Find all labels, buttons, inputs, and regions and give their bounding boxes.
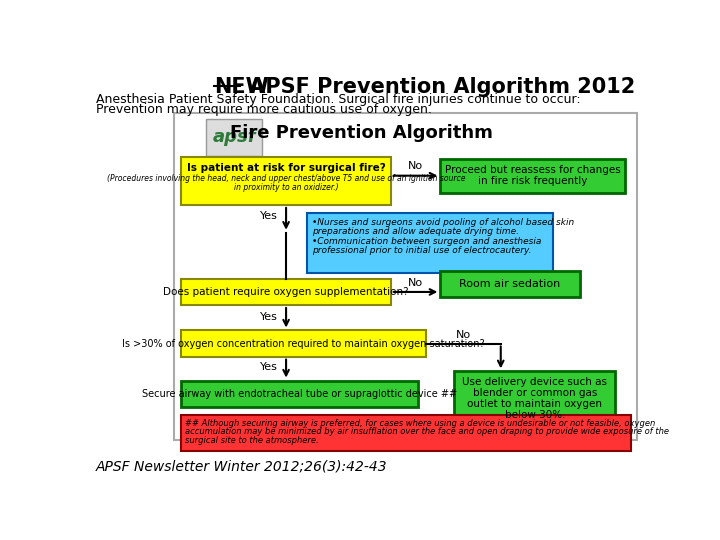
Text: apsf: apsf xyxy=(212,128,256,146)
Text: accumulation may be minimized by air insufflation over the face and open draping: accumulation may be minimized by air ins… xyxy=(185,428,670,436)
Text: Secure airway with endotracheal tube or supraglottic device ##: Secure airway with endotracheal tube or … xyxy=(142,389,457,399)
Text: No: No xyxy=(456,330,471,340)
FancyBboxPatch shape xyxy=(181,279,391,305)
Text: (Procedures involving the head, neck and upper chest/above T5 and use of an igni: (Procedures involving the head, neck and… xyxy=(107,174,465,183)
Text: APSF Newsletter Winter 2012;26(3):42-43: APSF Newsletter Winter 2012;26(3):42-43 xyxy=(96,460,388,474)
Text: blender or common gas: blender or common gas xyxy=(472,388,597,398)
Text: •Nurses and surgeons avoid pooling of alcohol based skin: •Nurses and surgeons avoid pooling of al… xyxy=(312,218,574,227)
FancyBboxPatch shape xyxy=(454,372,616,427)
Text: surgical site to the atmosphere.: surgical site to the atmosphere. xyxy=(185,436,319,445)
Text: NEW: NEW xyxy=(214,77,269,97)
Text: Is >30% of oxygen concentration required to maintain oxygen saturation?: Is >30% of oxygen concentration required… xyxy=(122,339,485,348)
Text: Yes: Yes xyxy=(260,211,278,221)
Text: Yes: Yes xyxy=(260,312,278,322)
FancyBboxPatch shape xyxy=(181,157,391,205)
FancyBboxPatch shape xyxy=(174,112,637,440)
Text: Room air sedation: Room air sedation xyxy=(459,279,561,289)
FancyBboxPatch shape xyxy=(181,381,418,407)
FancyBboxPatch shape xyxy=(181,330,426,356)
Text: in proximity to an oxidizer.): in proximity to an oxidizer.) xyxy=(234,183,338,192)
FancyBboxPatch shape xyxy=(206,119,262,156)
FancyBboxPatch shape xyxy=(441,271,580,298)
Text: Use delivery device such as: Use delivery device such as xyxy=(462,377,608,387)
Text: Proceed but reassess for changes
in fire risk frequently: Proceed but reassess for changes in fire… xyxy=(445,165,621,186)
Text: •Communication between surgeon and anesthesia: •Communication between surgeon and anest… xyxy=(312,237,541,246)
Text: professional prior to initial use of electrocautery.: professional prior to initial use of ele… xyxy=(312,246,531,255)
Text: Yes: Yes xyxy=(260,362,278,373)
Text: outlet to maintain oxygen: outlet to maintain oxygen xyxy=(467,399,603,409)
Text: No: No xyxy=(408,161,423,171)
Text: No: No xyxy=(408,278,423,288)
Text: ## Although securing airway is preferred, for cases where using a device is unde: ## Although securing airway is preferred… xyxy=(185,419,656,428)
Text: Is patient at risk for surgical fire?: Is patient at risk for surgical fire? xyxy=(186,164,385,173)
Text: preparations and allow adequate drying time.: preparations and allow adequate drying t… xyxy=(312,227,518,237)
FancyBboxPatch shape xyxy=(307,213,554,273)
Text: below 30%.: below 30%. xyxy=(505,410,565,420)
Text: Anesthesia Patient Safety Foundation. Surgical fire injuries continue to occur:: Anesthesia Patient Safety Foundation. Su… xyxy=(96,92,581,105)
FancyBboxPatch shape xyxy=(441,159,625,193)
FancyBboxPatch shape xyxy=(181,415,631,450)
Text: APSF Prevention Algorithm 2012: APSF Prevention Algorithm 2012 xyxy=(242,77,635,97)
Text: Does patient require oxygen supplementation?: Does patient require oxygen supplementat… xyxy=(163,287,409,297)
Text: Prevention may require more cautious use of oxygen.: Prevention may require more cautious use… xyxy=(96,103,432,116)
Text: Fire Prevention Algorithm: Fire Prevention Algorithm xyxy=(230,124,492,141)
